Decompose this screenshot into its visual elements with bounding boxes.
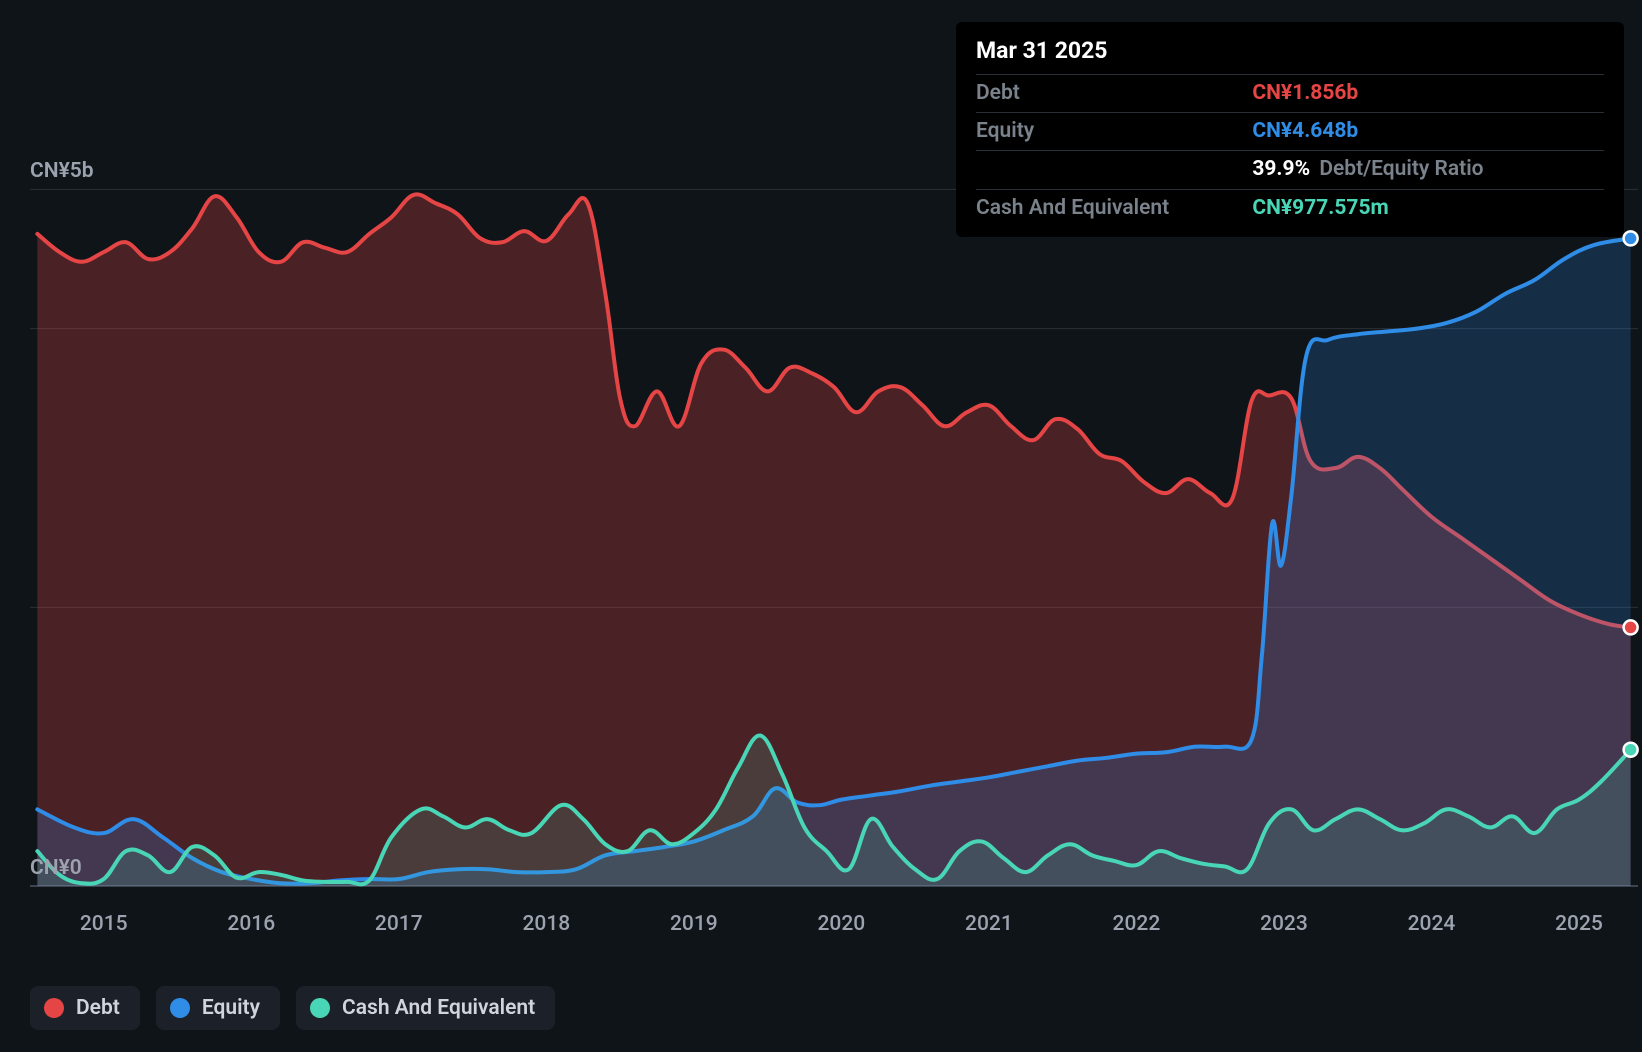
x-tick: 2016 <box>227 912 275 936</box>
x-tick: 2017 <box>375 912 423 936</box>
x-tick: 2015 <box>80 912 128 936</box>
legend-item-debt[interactable]: Debt <box>30 986 140 1030</box>
tooltip-value: CN¥4.648b <box>1252 118 1604 145</box>
tooltip-row-debt: Debt CN¥1.856b <box>976 74 1604 112</box>
tooltip-ratio-pct: 39.9% <box>1252 157 1310 181</box>
legend-label: Equity <box>202 996 260 1020</box>
y-tick-top: CN¥5b <box>30 159 130 183</box>
x-tick: 2019 <box>670 912 718 936</box>
tooltip-value: CN¥1.856b <box>1252 80 1604 107</box>
legend-swatch <box>310 998 330 1018</box>
financial-chart: CN¥5b CN¥0 Mar 31 2025 Debt CN¥1.856b Eq… <box>0 0 1642 1052</box>
tooltip-value: CN¥977.575m <box>1252 195 1604 222</box>
x-tick: 2022 <box>1113 912 1161 936</box>
tooltip-label: Cash And Equivalent <box>976 195 1169 222</box>
legend-label: Cash And Equivalent <box>342 996 535 1020</box>
tooltip-ratio-label: Debt/Equity Ratio <box>1319 157 1483 181</box>
x-tick: 2025 <box>1555 912 1603 936</box>
tooltip-row-equity: Equity CN¥4.648b <box>976 112 1604 150</box>
legend-item-cash[interactable]: Cash And Equivalent <box>296 986 555 1030</box>
tooltip-date: Mar 31 2025 <box>976 36 1604 74</box>
y-tick-zero: CN¥0 <box>30 856 130 880</box>
tooltip-row-ratio: 39.9% Debt/Equity Ratio <box>976 150 1604 188</box>
legend-swatch <box>170 998 190 1018</box>
legend-swatch <box>44 998 64 1018</box>
x-tick: 2024 <box>1408 912 1456 936</box>
x-tick: 2023 <box>1260 912 1308 936</box>
x-tick: 2020 <box>818 912 866 936</box>
tooltip-label: Debt <box>976 80 1020 107</box>
tooltip-label: Equity <box>976 118 1034 145</box>
tooltip-row-cash: Cash And Equivalent CN¥977.575m <box>976 189 1604 227</box>
chart-tooltip: Mar 31 2025 Debt CN¥1.856b Equity CN¥4.6… <box>956 22 1624 237</box>
x-tick: 2021 <box>965 912 1013 936</box>
chart-legend: Debt Equity Cash And Equivalent <box>30 986 555 1030</box>
legend-item-equity[interactable]: Equity <box>156 986 280 1030</box>
legend-label: Debt <box>76 996 120 1020</box>
x-tick: 2018 <box>522 912 570 936</box>
